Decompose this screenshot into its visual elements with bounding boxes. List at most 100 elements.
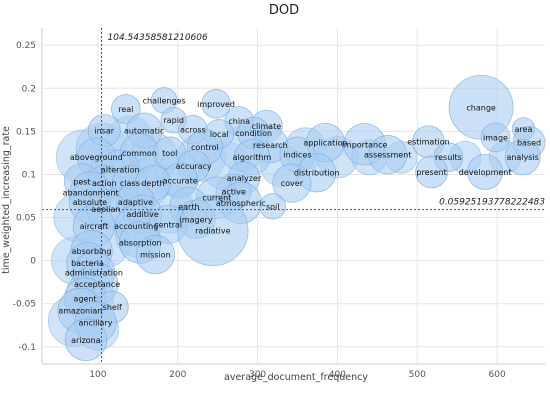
bubble-label: radiative xyxy=(195,226,230,235)
bubble-label: pest xyxy=(73,177,90,186)
bubble xyxy=(259,193,286,220)
bubble-label: results xyxy=(435,153,462,162)
bubble-label: accounting xyxy=(114,222,158,231)
bubble-label: arizona xyxy=(71,336,101,345)
bubble-label: accuracy xyxy=(176,162,212,171)
bubble-label: research xyxy=(253,141,288,150)
bubble-label: acceptance xyxy=(74,280,120,289)
bubble-label: local xyxy=(210,130,229,139)
y-tick-label: 0.05 xyxy=(16,214,36,224)
bubble-label: indices xyxy=(283,151,311,160)
bubble-label: analysis xyxy=(506,153,538,162)
x-tick-label: 200 xyxy=(169,370,186,380)
bubble-label: aeolian xyxy=(91,205,120,214)
vertical-reference-label: 104.54358581210606 xyxy=(108,33,208,43)
y-tick-label: 0.25 xyxy=(16,41,36,51)
bubble-label: class xyxy=(120,179,140,188)
bubble-label: imagery xyxy=(180,215,213,224)
y-tick-label: 0.2 xyxy=(22,84,36,94)
bubble xyxy=(64,318,108,362)
bubble-label: action xyxy=(92,179,117,188)
bubble xyxy=(177,194,249,267)
bubble-label: analyzer xyxy=(227,174,262,183)
bubble-label: accurate xyxy=(163,176,198,185)
bubble-label: control xyxy=(191,143,219,152)
bubble xyxy=(135,234,175,275)
bubble-label: assessment xyxy=(364,151,411,160)
bubble-label: depth xyxy=(141,179,164,188)
bubble-label: aboveground xyxy=(70,153,123,162)
x-tick-label: 400 xyxy=(329,370,346,380)
bubble-label: improved xyxy=(197,100,235,109)
bubble xyxy=(467,153,504,190)
bubble xyxy=(201,89,231,119)
bubble xyxy=(415,155,449,189)
bubble-label: real xyxy=(118,105,133,114)
y-tick-label: -0.05 xyxy=(13,300,36,310)
bubble xyxy=(368,135,408,175)
bubble-label: central xyxy=(154,220,182,229)
bubble-label: china xyxy=(228,117,250,126)
bubble-label: current xyxy=(202,194,231,203)
x-axis-title: average_document_frequency xyxy=(224,372,368,383)
bubble-label: alteration xyxy=(101,165,140,174)
horizontal-reference-label: 0.05925193778222483 xyxy=(439,198,545,208)
bubble-label: absorbing xyxy=(72,247,112,256)
x-tick-label: 600 xyxy=(489,370,506,380)
bubble-label: active xyxy=(221,188,245,197)
bubble-label: image xyxy=(483,133,508,142)
y-tick-label: 0.1 xyxy=(22,170,36,180)
bubble-label: algorithm xyxy=(233,153,272,162)
bubble-label: insar xyxy=(94,127,114,136)
bubbles xyxy=(57,74,546,362)
bubble-label: importance xyxy=(342,140,388,149)
bubble xyxy=(504,139,541,176)
bubble-label: tool xyxy=(162,149,177,158)
bubble-label: administration xyxy=(65,269,123,278)
bubble-label: climate xyxy=(252,122,282,131)
bubble-label: common xyxy=(122,149,157,158)
bubble-label: abandonment xyxy=(63,189,119,198)
bubble-label: additive xyxy=(126,210,158,219)
y-tick-label: 0 xyxy=(30,257,36,267)
bubble-label: ancillary xyxy=(79,319,113,328)
bubble xyxy=(111,94,141,124)
bubble xyxy=(480,122,511,153)
bubble-label: development xyxy=(459,168,512,177)
bubble-label: automatic xyxy=(124,127,164,136)
bubble-label: based xyxy=(517,139,541,148)
bubble-label: bacteria xyxy=(71,259,104,268)
bubble-label: agent xyxy=(74,295,97,304)
bubble xyxy=(272,163,312,203)
axes: -0.1 -0.05 0 0.05 0.1 0.15 0.2 0.25 100 200 300 400… xyxy=(13,28,545,380)
y-axis-title: time_weighted_increasing_rate xyxy=(1,126,12,274)
bubble-label: area xyxy=(515,125,533,134)
bubble-label: adaptive xyxy=(118,198,153,207)
bubble-label: cover xyxy=(281,179,304,188)
chart-title: DOD xyxy=(269,3,299,18)
bubble-label: atmospheric xyxy=(216,199,266,208)
bubble-label: rapid xyxy=(163,116,184,125)
bubble-label: amazonian xyxy=(58,307,102,316)
x-tick-label: 300 xyxy=(249,370,266,380)
bubble-label: condition xyxy=(235,129,272,138)
bubble-label: absorption xyxy=(119,239,162,248)
bubble-label: earth xyxy=(178,202,199,211)
bubble-label: shelf xyxy=(103,303,122,312)
bubble-label: application xyxy=(303,139,347,148)
bubble-label: distribution xyxy=(294,169,340,178)
x-tick-label: 500 xyxy=(409,370,426,380)
bubble-label: mission xyxy=(140,251,171,260)
bubble-label: soil xyxy=(266,202,280,211)
bubble-label: challenges xyxy=(143,96,186,105)
x-tick-label: 100 xyxy=(89,370,106,380)
reference-lines xyxy=(42,28,545,364)
bubble-label: estimation xyxy=(407,138,449,147)
bubble-label: aircraft xyxy=(80,222,109,231)
bubble-label: present xyxy=(416,168,446,177)
bubble-label: change xyxy=(466,103,496,112)
y-tick-label: -0.1 xyxy=(18,343,36,353)
y-tick-label: 0.15 xyxy=(16,127,36,137)
